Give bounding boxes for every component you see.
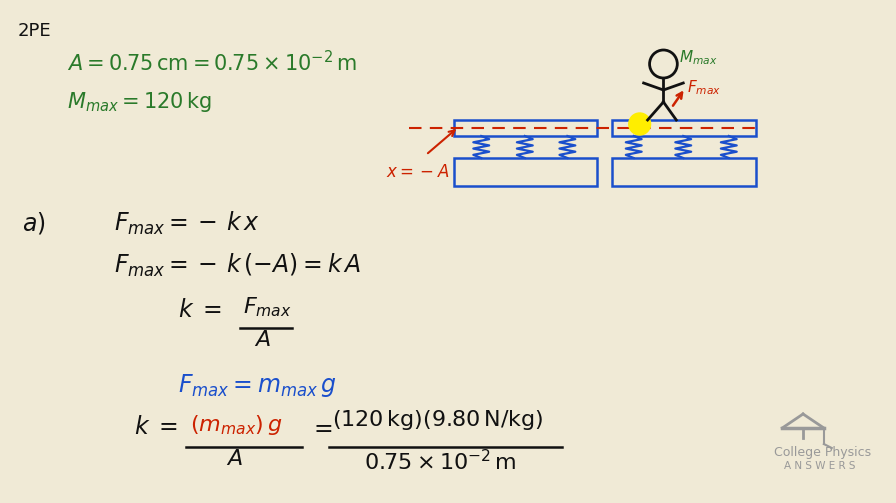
Text: $M_{max} = 120\,\mathrm{kg}$: $M_{max} = 120\,\mathrm{kg}$ [67,90,212,114]
Text: $(m_{max})\,g$: $(m_{max})\,g$ [190,413,282,437]
Text: $x = -A$: $x = -A$ [386,163,450,181]
Text: $F_{max}$: $F_{max}$ [243,295,291,318]
Text: $A$: $A$ [226,449,243,469]
Text: College Physics: College Physics [774,446,872,459]
Text: $F_{max} = -\,k\,x$: $F_{max} = -\,k\,x$ [114,210,260,237]
Text: $0.75\times10^{-2}\,\mathrm{m}$: $0.75\times10^{-2}\,\mathrm{m}$ [365,449,517,474]
Circle shape [629,113,650,135]
Text: $k\;=$: $k\;=$ [134,415,177,439]
Text: $F_{max} = m_{max}\,g$: $F_{max} = m_{max}\,g$ [178,372,337,399]
Text: $=$: $=$ [309,415,332,439]
Text: $M_{max}$: $M_{max}$ [679,48,718,67]
Text: $a)$: $a)$ [22,210,46,236]
Text: $F_{max} = -\,k\,(-A) = k\,A$: $F_{max} = -\,k\,(-A) = k\,A$ [114,252,361,279]
Text: $A = 0.75\,\mathrm{cm} = 0.75\times10^{-2}\,\mathrm{m}$: $A = 0.75\,\mathrm{cm} = 0.75\times10^{-… [67,50,358,75]
Text: A N S W E R S: A N S W E R S [784,461,856,471]
Text: $(120\,\mathrm{kg})(9.80\,\mathrm{N/kg})$: $(120\,\mathrm{kg})(9.80\,\mathrm{N/kg})… [332,408,543,432]
Text: 2PE: 2PE [18,22,51,40]
Text: $F_{max}$: $F_{max}$ [687,78,721,97]
Text: $k\;=$: $k\;=$ [178,298,222,322]
Text: $A$: $A$ [254,330,271,350]
